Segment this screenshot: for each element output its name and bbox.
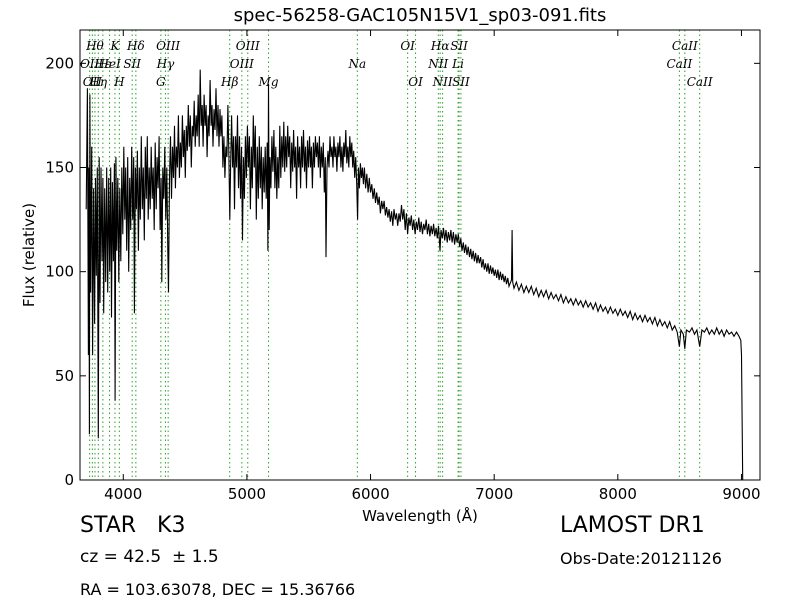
spectral-line-label-3: Hη bbox=[88, 75, 107, 89]
spectral-line-label-22: NII bbox=[432, 75, 453, 89]
object-class: STAR K3 bbox=[80, 513, 186, 538]
x-axis-label: Wavelength (Å) bbox=[362, 506, 478, 525]
spectral-line-label-17: Na bbox=[347, 57, 366, 71]
spectral-line-label-13: Hβ bbox=[220, 75, 238, 89]
spectral-line-label-0: OII bbox=[80, 57, 100, 71]
x-tick-label-0: 4000 bbox=[104, 485, 142, 503]
spectral-line-label-27: CaII bbox=[672, 39, 698, 53]
x-tick-label-5: 9000 bbox=[722, 485, 760, 503]
spectral-line-label-9: Hδ bbox=[126, 39, 145, 53]
spectral-line-label-15: OIII bbox=[236, 39, 260, 53]
spectral-line-label-1: OII bbox=[83, 75, 103, 89]
axis-ticks-layer: 4000 5000 6000 7000 8000 9000 0 50 100 150 200 bbox=[45, 30, 761, 503]
spectral-line-label-5: HeI bbox=[97, 57, 121, 71]
spectral-line-label-28: CaII bbox=[687, 75, 713, 89]
spectral-line-label-4: Hε bbox=[93, 57, 111, 71]
spectral-line-label-16: Mg bbox=[258, 75, 279, 89]
y-tick-label-2: 100 bbox=[45, 263, 74, 281]
plot-frame bbox=[79, 29, 761, 481]
y-tick-label-1: 50 bbox=[55, 367, 74, 385]
y-tick-label-4: 200 bbox=[45, 54, 74, 72]
y-axis-label: Flux (relative) bbox=[20, 203, 38, 307]
spectral-line-label-18: OI bbox=[400, 39, 415, 53]
spectral-line-label-19: OI bbox=[408, 75, 423, 89]
x-tick-label-4: 8000 bbox=[599, 485, 637, 503]
spectral-line-label-26: CaII bbox=[666, 57, 692, 71]
spectral-line-label-23: Li bbox=[451, 57, 464, 71]
spectral-line-label-21: Hα bbox=[430, 39, 450, 53]
spectral-line-label-7: H bbox=[113, 75, 125, 89]
x-tick-label-3: 7000 bbox=[475, 485, 513, 503]
spectral-lines-layer bbox=[89, 30, 701, 480]
chart-title: spec-56258-GAC105N15V1_sp03-091.fits bbox=[233, 5, 607, 26]
spectrum-line bbox=[85, 69, 744, 481]
spectral-line-label-10: G bbox=[156, 75, 166, 89]
y-tick-label-0: 0 bbox=[64, 471, 74, 489]
spectral-line-label-25: SII bbox=[452, 75, 470, 89]
spectral-line-label-8: SII bbox=[123, 57, 141, 71]
spectral-line-label-11: Hγ bbox=[156, 57, 175, 71]
spectral-line-label-14: OIII bbox=[230, 57, 254, 71]
observation-date: Obs-Date:20121126 bbox=[560, 549, 722, 568]
spectral-line-label-20: NII bbox=[427, 57, 448, 71]
ra-dec-coordinates: RA = 103.63078, DEC = 15.36766 bbox=[80, 580, 356, 599]
x-tick-label-2: 6000 bbox=[351, 485, 389, 503]
x-tick-label-1: 5000 bbox=[228, 485, 266, 503]
spectral-line-label-6: K bbox=[110, 39, 121, 53]
redshift-cz: cz = 42.5 ± 1.5 bbox=[80, 547, 219, 567]
spectral-line-label-2: Hθ bbox=[85, 39, 104, 53]
y-tick-label-3: 150 bbox=[45, 159, 74, 177]
spectral-line-label-24: SII bbox=[450, 39, 468, 53]
spectral-line-label-12: OIII bbox=[156, 39, 180, 53]
survey-name: LAMOST DR1 bbox=[560, 513, 705, 538]
